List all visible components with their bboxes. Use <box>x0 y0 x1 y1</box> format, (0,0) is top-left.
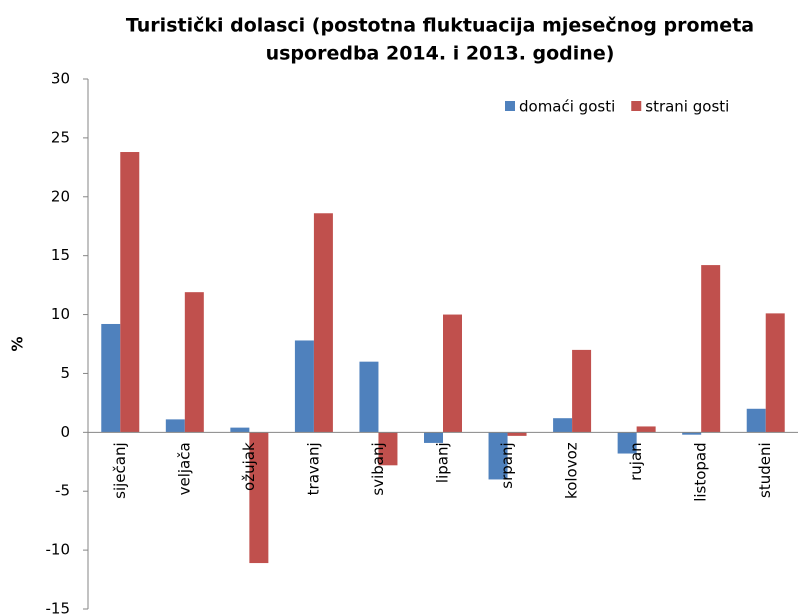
x-tick-label: veljača <box>175 442 193 495</box>
bar <box>553 418 573 433</box>
bar <box>249 432 269 564</box>
legend-label: strani gosti <box>645 98 729 116</box>
bar <box>443 314 462 433</box>
bar <box>184 292 204 433</box>
y-axis-label: % <box>9 336 27 351</box>
bar <box>572 349 592 433</box>
bar <box>120 152 140 433</box>
bar <box>636 426 656 433</box>
bar <box>230 427 250 433</box>
x-tick-label: siječanj <box>111 442 129 499</box>
x-tick-label: listopad <box>692 442 710 501</box>
legend-label: domaći gosti <box>519 98 615 116</box>
bar <box>617 432 637 454</box>
bar <box>765 313 785 433</box>
y-tick-label: -15 <box>46 600 71 616</box>
bar <box>746 408 766 433</box>
y-tick-label: 0 <box>60 423 70 441</box>
y-tick-label: 15 <box>51 246 70 264</box>
chart-title: usporedba 2014. i 2013. godine) <box>266 43 615 65</box>
bar <box>701 265 721 433</box>
y-tick-label: 30 <box>51 70 70 88</box>
x-tick-label: srpanj <box>498 442 516 488</box>
bar <box>101 323 121 433</box>
bar <box>682 432 702 435</box>
y-tick-label: -10 <box>46 541 71 559</box>
x-tick-label: svibanj <box>369 442 387 495</box>
chart-title: Turistički dolasci (postotna fluktuacija… <box>126 15 754 37</box>
y-tick-label: 20 <box>51 187 70 205</box>
bar <box>507 432 527 436</box>
x-tick-label: rujan <box>627 442 645 481</box>
bar <box>313 213 333 433</box>
bar <box>294 340 314 433</box>
y-tick-label: 25 <box>51 128 70 146</box>
y-tick-label: -5 <box>55 482 70 500</box>
bar <box>488 432 508 480</box>
x-tick-label: lipanj <box>434 442 452 483</box>
legend-swatch <box>505 101 515 111</box>
bar <box>378 432 398 466</box>
bar <box>424 432 443 443</box>
x-tick-label: ožujak <box>240 442 258 491</box>
x-tick-label: studeni <box>756 442 774 498</box>
y-tick-label: 10 <box>51 305 70 323</box>
legend-swatch <box>631 101 642 111</box>
bar <box>359 361 379 433</box>
x-tick-label: travanj <box>304 442 322 495</box>
x-tick-label: kolovoz <box>563 442 581 499</box>
y-tick-label: 5 <box>60 364 70 382</box>
bar <box>165 419 185 433</box>
